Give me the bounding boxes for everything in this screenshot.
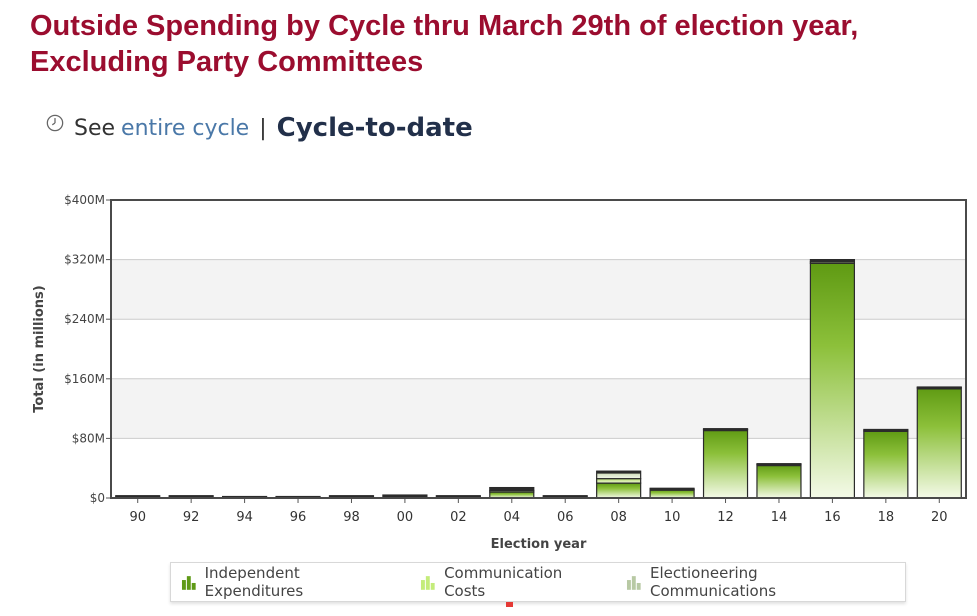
scroll-marker [506, 602, 513, 607]
cycle-to-date-label: Cycle-to-date [276, 113, 473, 143]
bar-12 [702, 428, 749, 499]
x-tick-label: 16 [824, 510, 841, 525]
y-tick-label: $0 [90, 491, 105, 505]
axis-labels: $0 $80M $160M $240M $320M $400M 90 92 94 96 98 00 02… [32, 193, 948, 552]
entire-cycle-link[interactable]: entire cycle [121, 115, 250, 141]
x-tick-label: 10 [664, 510, 681, 525]
x-axis-title: Election year [491, 537, 587, 552]
x-tick-label: 14 [771, 510, 788, 525]
bar-chart-icon [627, 576, 642, 590]
page-title: Outside Spending by Cycle thru March 29t… [30, 10, 859, 78]
y-tick-label: $320M [64, 253, 105, 267]
x-tick-label: 94 [236, 510, 253, 525]
y-tick-label: $80M [72, 431, 105, 445]
x-tick-label: 18 [878, 510, 895, 525]
bar-segment-independent-expenditures [596, 482, 642, 499]
bar-08 [596, 470, 642, 499]
plot-border [110, 199, 967, 499]
x-tick-label: 06 [557, 510, 574, 525]
bar-chart-icon [421, 576, 436, 590]
x-tick-label: 98 [343, 510, 360, 525]
legend-item-independent-expenditures[interactable]: Independent Expenditures [181, 564, 398, 600]
clock-icon [46, 114, 64, 132]
bar-10 [649, 487, 695, 499]
bar-segment-independent-expenditures [649, 489, 695, 499]
bar-chart-icon [181, 576, 196, 590]
axes [106, 199, 967, 503]
bar-segment-communication-costs [596, 478, 642, 484]
bar-18 [863, 428, 909, 499]
x-tick-label: 02 [450, 510, 467, 525]
bar-segment-independent-expenditures [916, 387, 962, 499]
x-tick-label: 90 [129, 510, 146, 525]
spending-bar-chart: $0 $80M $160M $240M $320M $400M 90 92 94 96 98 00 02… [32, 193, 967, 552]
y-tick-label: $160M [64, 372, 105, 386]
bar-20 [916, 386, 962, 499]
bar-04 [489, 486, 535, 499]
x-tick-label: 92 [183, 510, 200, 525]
x-tick-label: 12 [717, 510, 734, 525]
y-tick-label: $400M [64, 193, 105, 207]
cycle-nav: See entire cycle | Cycle-to-date [46, 108, 473, 148]
legend-label: Communication Costs [444, 564, 563, 600]
bar-segment-independent-expenditures [702, 428, 749, 499]
legend-item-electioneering-communications[interactable]: Electioneering Communications [626, 564, 883, 600]
nav-separator: | [259, 115, 267, 141]
y-axis-title: Total (in millions) [32, 285, 47, 412]
y-tick-label: $240M [64, 312, 105, 326]
bar-segment-independent-expenditures [756, 463, 802, 499]
legend-label: Independent Expenditures [204, 564, 304, 600]
legend-label: Electioneering Communications [650, 564, 777, 600]
see-label: See [74, 115, 116, 141]
x-tick-label: 00 [397, 510, 414, 525]
bar-14 [756, 463, 802, 499]
x-tick-label: 20 [931, 510, 948, 525]
x-tick-label: 96 [290, 510, 307, 525]
legend-item-communication-costs[interactable]: Communication Costs [420, 564, 604, 600]
x-tick-label: 08 [610, 510, 627, 525]
bar-segment-independent-expenditures [863, 430, 909, 499]
x-tick-label: 04 [504, 510, 521, 525]
bar-segment-independent-expenditures [809, 262, 856, 499]
chart-legend: Independent Expenditures Communication Co… [170, 562, 906, 602]
bar-16 [809, 258, 856, 499]
